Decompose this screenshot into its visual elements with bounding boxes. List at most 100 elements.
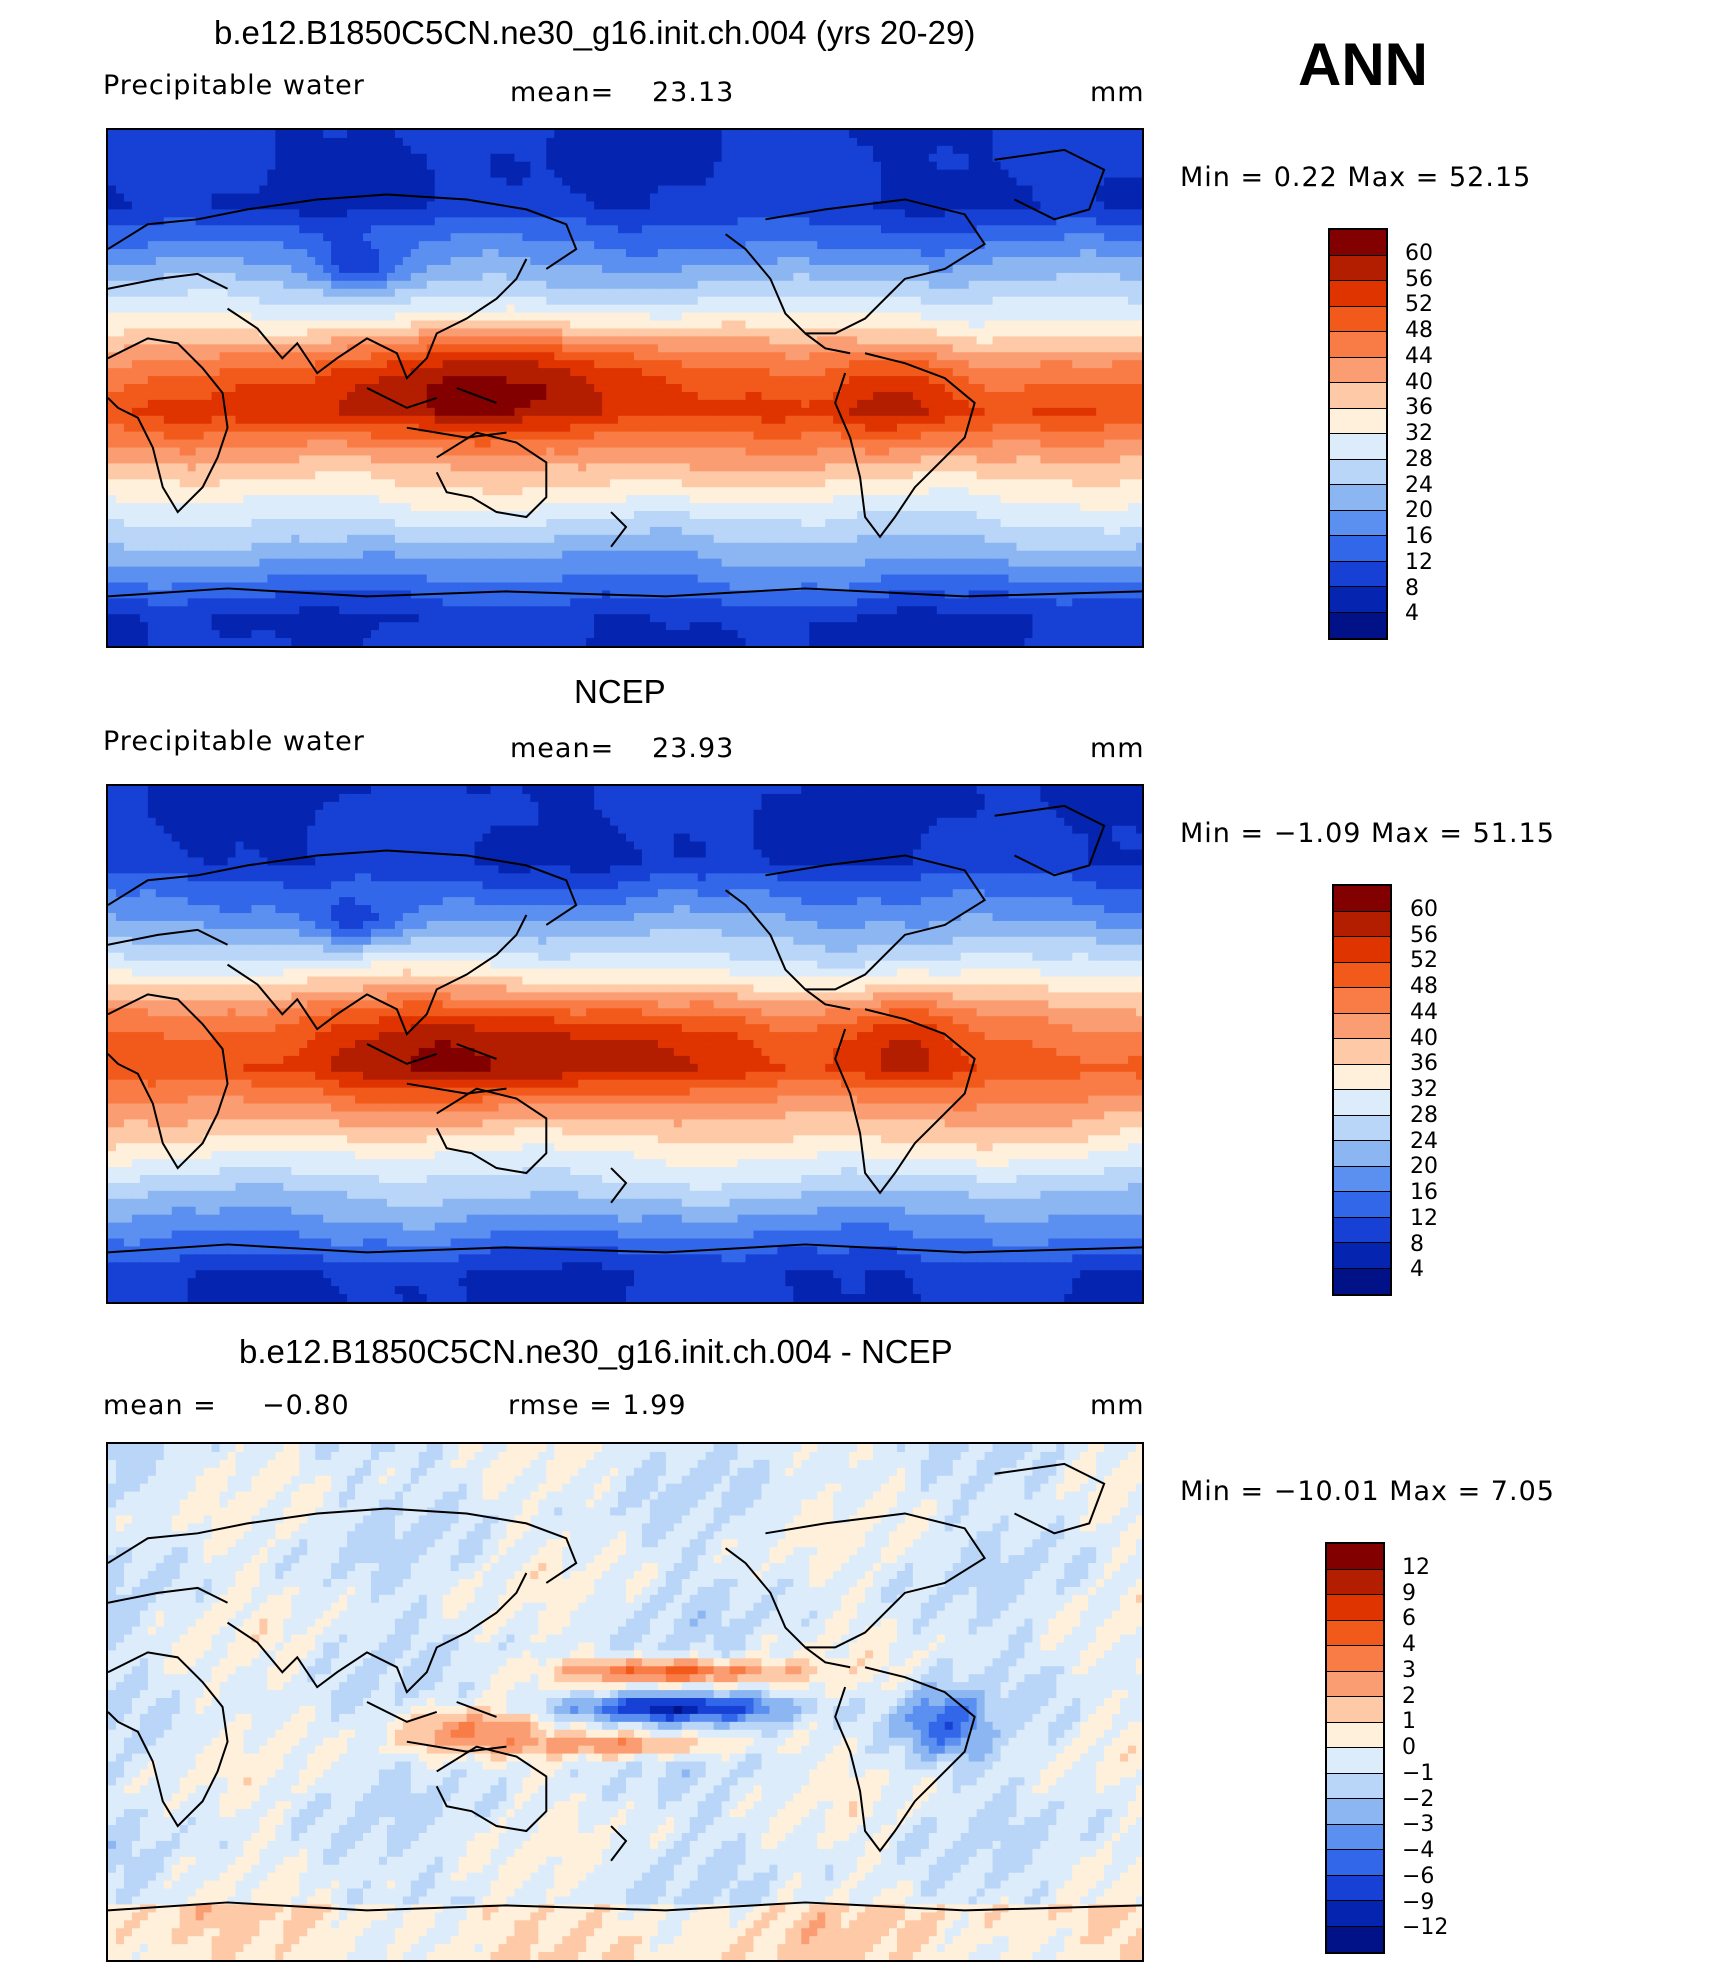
map-cell [912, 249, 922, 258]
map-cell [928, 304, 938, 314]
map-cell [618, 344, 627, 353]
map-cell [602, 336, 611, 345]
map-cell [139, 193, 149, 203]
map-cell [1008, 312, 1018, 322]
map-cell [578, 193, 587, 203]
map-cell [761, 145, 771, 155]
map-cell [1016, 217, 1026, 226]
map-cell [586, 368, 595, 377]
map-cell [259, 296, 268, 306]
map-cell [203, 344, 213, 353]
map-cell [713, 225, 723, 234]
map-cell [849, 360, 858, 369]
map-cell [434, 344, 444, 353]
map-cell [450, 415, 460, 425]
map-cell [817, 177, 826, 187]
map-cell [498, 407, 508, 417]
map-cell [697, 360, 707, 369]
map-cell [434, 407, 444, 417]
map-cell [920, 225, 930, 234]
map-cell [785, 241, 794, 250]
map-cell [355, 241, 364, 250]
map-cell [331, 137, 340, 147]
map-cell [466, 360, 476, 369]
map-cell [570, 233, 579, 242]
map-cell [777, 368, 786, 377]
map-cell [554, 130, 563, 139]
map-cell [594, 272, 603, 282]
map-cell [187, 233, 197, 242]
map-cell [147, 399, 157, 409]
map-cell [370, 280, 380, 290]
map-cell [538, 233, 547, 242]
map-cell [865, 185, 874, 195]
map-cell [641, 336, 651, 345]
map-cell [267, 249, 276, 258]
map-cell [131, 249, 141, 258]
map-cell [594, 399, 603, 409]
map-cell [657, 241, 667, 250]
map-cell [514, 368, 523, 377]
map-cell [355, 352, 364, 361]
map-cell [809, 360, 818, 369]
map-cell [275, 233, 284, 242]
map-cell [219, 225, 229, 234]
map-cell [594, 336, 603, 345]
map-cell [952, 312, 962, 322]
map-cell [665, 145, 675, 155]
map-cell [586, 264, 595, 274]
map-cell [155, 399, 165, 409]
map-cell [1008, 391, 1018, 401]
map-cell [331, 344, 340, 353]
map-cell [442, 415, 452, 425]
map-cell [123, 217, 133, 226]
map-cell [1056, 344, 1065, 353]
map-cell [1120, 137, 1129, 147]
map-cell [681, 288, 691, 298]
map-cell [602, 376, 611, 385]
map-cell [761, 280, 771, 290]
map-cell [514, 209, 523, 218]
map-cell [147, 431, 157, 441]
map-cell [115, 264, 125, 274]
map-cell [817, 296, 826, 306]
map-cell [474, 288, 484, 298]
map-cell [976, 177, 986, 187]
map-cell [777, 328, 786, 337]
map-cell [115, 177, 125, 187]
map-cell [203, 368, 213, 377]
map-cell [394, 169, 404, 179]
map-cell [243, 130, 253, 139]
map-cell [347, 391, 356, 401]
map-cell [801, 304, 810, 314]
map-cell [912, 296, 922, 306]
map-cell [1000, 360, 1010, 369]
map-cell [825, 233, 834, 242]
map-cell [442, 368, 452, 377]
map-cell [968, 360, 978, 369]
map-cell [753, 296, 763, 306]
map-cell [1088, 153, 1097, 163]
map-cell [267, 288, 276, 298]
map-cell [410, 233, 420, 242]
map-cell [594, 304, 603, 314]
map-cell [530, 193, 539, 203]
map-cell [665, 217, 675, 226]
map-cell [721, 257, 731, 266]
map-cell [323, 225, 332, 234]
map-cell [363, 336, 372, 345]
map-cell [594, 161, 603, 171]
map-cell [339, 360, 348, 369]
map-cell [777, 399, 786, 409]
map-cell [315, 137, 324, 147]
map-cell [426, 352, 436, 361]
map-cell [697, 233, 707, 242]
map-cell [689, 296, 699, 306]
map-cell [546, 177, 555, 187]
map-cell [1032, 328, 1041, 337]
map-cell [243, 185, 253, 195]
map-cell [1064, 360, 1073, 369]
map-cell [562, 241, 571, 250]
map-cell [769, 328, 779, 337]
map-cell [522, 304, 531, 314]
